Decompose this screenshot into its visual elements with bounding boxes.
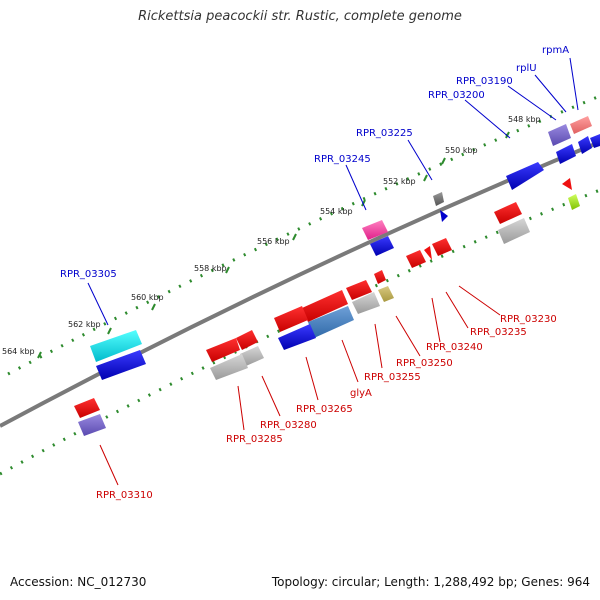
- gene-RPR_03190: [556, 144, 576, 164]
- label-RPR_03235: RPR_03235: [470, 327, 527, 338]
- gene-rplU: [548, 124, 571, 146]
- tick-label-562: 562 kbp: [68, 320, 101, 329]
- gene-RPR_03230-lime: [568, 194, 580, 210]
- gene-rpma-arrow: [590, 134, 600, 148]
- label-rpmA: rpmA: [542, 45, 569, 56]
- label-RPR_03250: RPR_03250: [396, 358, 453, 369]
- gene-RPR_03285-gray: [210, 354, 248, 380]
- label-RPR_03285: RPR_03285: [226, 434, 283, 445]
- tick-label-548: 548 kbp: [508, 115, 541, 124]
- gene-RPR_03245: [362, 220, 388, 240]
- gene-RPR_03255-gray: [352, 292, 380, 314]
- label-RPR_03305: RPR_03305: [60, 269, 117, 280]
- gene-RPR_03225: [433, 192, 444, 206]
- label-RPR_03240: RPR_03240: [426, 342, 483, 353]
- tick-label-556: 556 kbp: [257, 237, 290, 246]
- label-glyA: glyA: [350, 388, 372, 399]
- gene-RPR_03240: [432, 238, 452, 256]
- tick-label-564: 564 kbp: [2, 347, 35, 356]
- accession-text: Accession: NC_012730: [10, 575, 147, 589]
- gene-RPR_03235-gray: [498, 218, 530, 244]
- label-rplU: rplU: [516, 63, 537, 74]
- gene-rpmA: [570, 116, 592, 134]
- gene-RPR_03305-b: [96, 350, 146, 380]
- gene-RPR_03200: [506, 162, 544, 190]
- gene-RPR_03310-purple: [78, 414, 106, 436]
- gene-RPR_03280-gray: [240, 346, 264, 366]
- gene-RPR_03285: [206, 338, 240, 362]
- callout-lines-bottom: [99, 285, 501, 486]
- gene-RPR_03255: [346, 280, 372, 300]
- gene-RPR_03310: [74, 398, 100, 418]
- callout-lines-top: [87, 57, 579, 326]
- label-RPR_03280: RPR_03280: [260, 420, 317, 431]
- topology-summary-text: Topology: circular; Length: 1,288,492 bp…: [271, 575, 590, 589]
- gene-RPR_03250: [374, 270, 386, 284]
- gene-RPR_03305: [90, 330, 142, 362]
- label-RPR_03310: RPR_03310: [96, 490, 153, 501]
- tick-label-552: 552 kbp: [383, 177, 416, 186]
- gene-rplu-arrow: [578, 136, 592, 154]
- label-RPR_03255: RPR_03255: [364, 372, 421, 383]
- gene-glyA-steel: [308, 306, 354, 338]
- tick-label-560: 560 kbp: [131, 293, 164, 302]
- gene-glyA: [302, 290, 348, 322]
- label-RPR_03200: RPR_03200: [428, 90, 485, 101]
- gene-RPR_03255-olive: [378, 286, 394, 302]
- gene-RPR_03225-b: [440, 210, 448, 222]
- gene-RPR_03250-tri: [424, 246, 432, 260]
- gene-RPR_03240-b: [406, 250, 426, 268]
- gene-RPR_03265: [274, 306, 308, 332]
- label-RPR_03190: RPR_03190: [456, 76, 513, 87]
- tick-label-558: 558 kbp: [194, 264, 227, 273]
- map-title: Rickettsia peacockii str. Rustic, comple…: [138, 9, 462, 24]
- major-ticks: [37, 131, 510, 359]
- gene-labels-top: rpmA rplU RPR_03190 RPR_03200 RPR_03225 …: [60, 45, 569, 280]
- gene-labels-bottom: RPR_03230 RPR_03235 RPR_03240 RPR_03250 …: [96, 314, 557, 501]
- label-RPR_03245: RPR_03245: [314, 154, 371, 165]
- label-RPR_03225: RPR_03225: [356, 128, 413, 139]
- outer-genes: [90, 116, 600, 380]
- kbp-labels: 548 kbp 550 kbp 552 kbp 554 kbp 556 kbp …: [2, 115, 541, 356]
- gene-RPR_03245-b: [370, 236, 394, 256]
- inner-genes: [74, 178, 580, 436]
- label-RPR_03265: RPR_03265: [296, 404, 353, 415]
- tick-label-550: 550 kbp: [445, 146, 478, 155]
- tick-label-554: 554 kbp: [320, 207, 353, 216]
- gene-RPR_03230-red: [562, 178, 572, 190]
- gene-RPR_03280: [236, 330, 258, 350]
- gene-RPR_03235: [494, 202, 522, 224]
- label-RPR_03230: RPR_03230: [500, 314, 557, 325]
- gene-RPR_03265-blue: [278, 324, 316, 350]
